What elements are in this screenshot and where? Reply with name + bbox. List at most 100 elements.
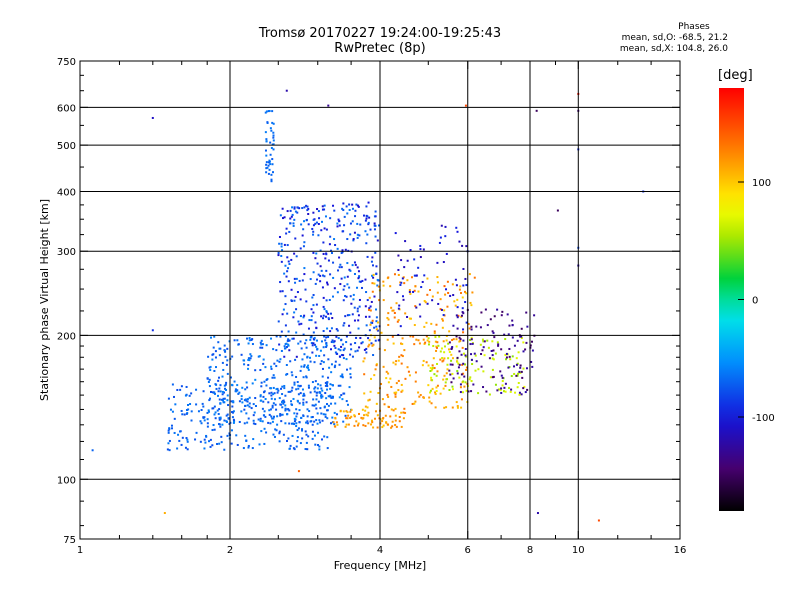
data-point — [467, 390, 470, 393]
data-point — [197, 410, 200, 413]
data-point — [226, 399, 229, 402]
data-point — [365, 324, 368, 327]
data-point — [269, 127, 272, 130]
data-point — [316, 444, 319, 447]
data-point — [403, 282, 406, 285]
data-point — [412, 335, 415, 338]
data-point — [291, 434, 294, 437]
data-point — [270, 180, 273, 183]
y-tick-label: 300 — [57, 247, 76, 258]
data-point — [216, 443, 219, 446]
data-point — [462, 372, 465, 375]
data-point — [372, 343, 375, 346]
data-point — [451, 283, 454, 286]
data-point — [342, 410, 345, 413]
data-point — [376, 329, 379, 332]
data-point — [375, 320, 378, 323]
data-point — [302, 401, 305, 404]
data-point — [187, 408, 190, 411]
data-point — [337, 269, 340, 272]
data-point — [374, 215, 377, 218]
data-point — [460, 398, 463, 401]
data-point — [356, 266, 359, 269]
data-point — [281, 385, 284, 388]
data-point — [367, 345, 370, 348]
data-point — [301, 428, 304, 431]
data-point — [297, 470, 300, 473]
data-point — [232, 400, 235, 403]
data-point — [329, 217, 332, 220]
data-point — [232, 418, 235, 421]
data-point — [212, 424, 215, 427]
data-point — [464, 277, 467, 280]
data-point — [365, 413, 368, 416]
data-point — [510, 375, 513, 378]
data-point — [312, 230, 315, 233]
data-point — [176, 388, 179, 391]
data-point — [489, 318, 492, 321]
data-point — [178, 439, 181, 442]
data-point — [457, 362, 460, 365]
data-point — [363, 348, 366, 351]
data-point — [304, 342, 307, 345]
data-point — [501, 384, 504, 387]
data-point — [387, 381, 390, 384]
data-point — [470, 338, 473, 341]
data-point — [151, 116, 154, 119]
data-point — [392, 309, 395, 312]
data-point — [305, 441, 308, 444]
data-point — [400, 383, 403, 386]
data-point — [213, 405, 216, 408]
data-point — [315, 398, 318, 401]
data-point — [264, 111, 267, 114]
data-point — [209, 390, 212, 393]
data-point — [496, 341, 499, 344]
y-axis-label: Stationary phase Virtual Height [km] — [38, 199, 51, 401]
data-point — [469, 376, 472, 379]
data-point — [181, 413, 184, 416]
data-point — [431, 364, 434, 367]
data-point — [209, 438, 212, 441]
data-point — [336, 329, 339, 332]
data-point — [303, 364, 306, 367]
data-point — [168, 439, 171, 442]
data-point — [425, 335, 428, 338]
data-point — [430, 376, 433, 379]
data-point — [180, 443, 183, 446]
data-point — [525, 311, 528, 314]
data-point — [450, 353, 453, 356]
data-point — [179, 388, 182, 391]
data-point — [323, 204, 326, 207]
data-point — [373, 417, 376, 420]
data-point — [401, 277, 404, 280]
data-point — [320, 394, 323, 397]
data-point — [345, 400, 348, 403]
data-point — [375, 364, 378, 367]
data-point — [305, 421, 308, 424]
data-point — [238, 400, 241, 403]
data-point — [350, 302, 353, 305]
data-point — [497, 344, 500, 347]
data-point — [455, 314, 458, 317]
data-point — [294, 358, 297, 361]
data-point — [372, 273, 375, 276]
data-point — [252, 422, 255, 425]
data-point — [338, 266, 341, 269]
data-point — [317, 273, 320, 276]
data-point — [371, 421, 374, 424]
data-point — [277, 252, 280, 255]
data-point — [382, 424, 385, 427]
data-point — [330, 371, 333, 374]
data-point — [300, 322, 303, 325]
data-point — [297, 384, 300, 387]
data-point — [491, 368, 494, 371]
data-point — [278, 242, 281, 245]
data-point — [284, 264, 287, 267]
data-point — [337, 384, 340, 387]
data-point — [443, 309, 446, 312]
data-point — [222, 399, 225, 402]
data-point — [308, 410, 311, 413]
data-point — [456, 298, 459, 301]
data-point — [329, 348, 332, 351]
data-point — [448, 351, 451, 354]
